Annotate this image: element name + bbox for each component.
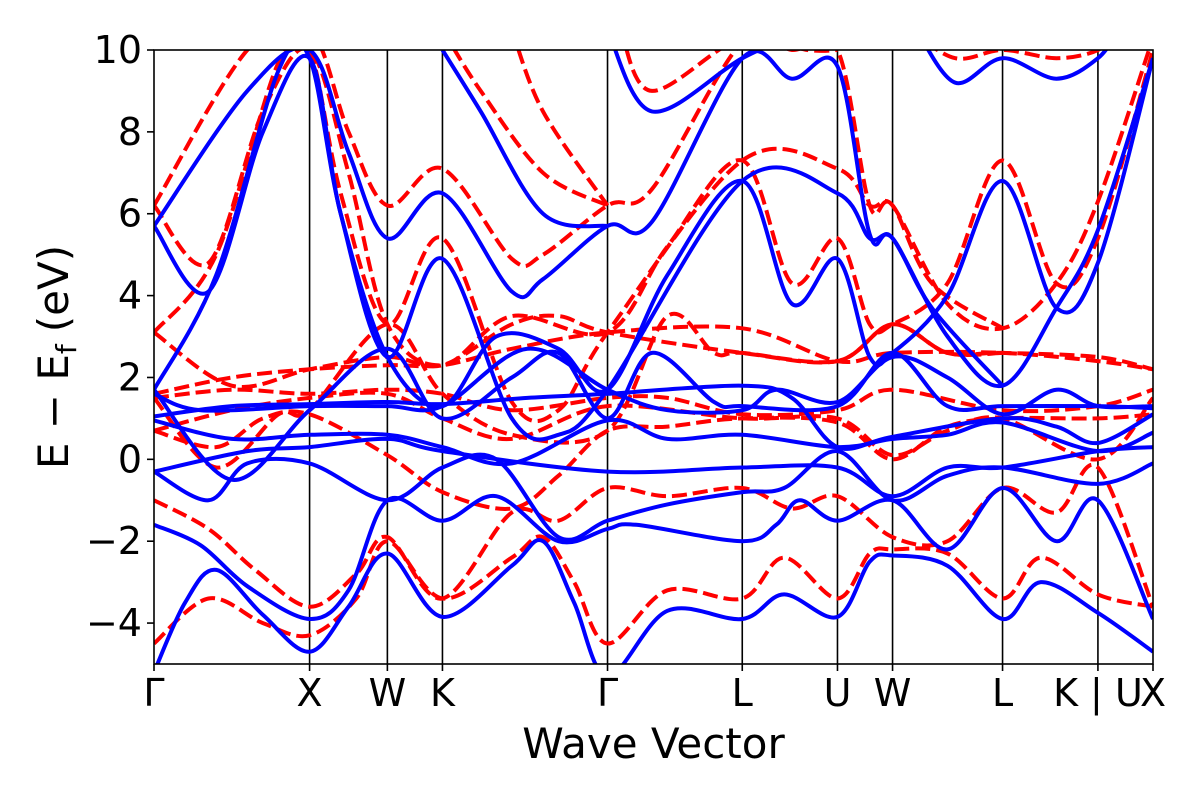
solid-band-line [154,346,1153,482]
dashed-band-line [154,50,1004,424]
y-tick-label: 8 [118,110,142,154]
x-tick-label: Γ [597,671,618,715]
y-tick-label: −2 [86,519,142,563]
solid-band-line [154,346,1153,417]
solid-band-line [154,449,1153,542]
x-tick-label: Γ [143,671,164,715]
x-tick-label: K | U [1053,671,1143,716]
solid-band-line [440,50,608,229]
solid-band-line [613,50,764,114]
x-tick-label: L [992,671,1013,715]
dashed-band-line [154,462,1153,609]
y-tick-label: 0 [118,437,142,481]
x-tick-label: W [874,671,912,715]
solid-band-line [154,436,1153,499]
solid-band-line [154,383,1153,451]
y-axis: −4 −2 0 2 4 6 8 10 [86,28,154,645]
kpoint-lines [308,50,1099,664]
plot-frame [153,49,1154,665]
dashed-band-line [154,409,1153,511]
x-tick-label: X [1140,671,1166,715]
dashed-band-line [452,50,609,208]
x-axis-title: Wave Vector [522,719,785,768]
dashed-band-line [516,50,610,207]
dashed-band-line [154,50,1153,368]
y-axis-title-subscript: f [50,343,83,354]
x-tick-label: U [824,671,852,715]
y-tick-label: 2 [118,355,142,399]
solid-band-line [154,486,1153,622]
y-axis-title: E − Ef (eV) [29,245,83,469]
dashed-band-line [154,534,1153,646]
x-tick-label: L [732,671,753,715]
y-tick-label: 10 [94,28,142,72]
solid-band-line [154,417,1153,467]
y-tick-label: −4 [86,601,142,645]
x-tick-label: X [297,671,323,715]
dashed-band-line [933,50,1102,61]
solid-band-line [926,50,1109,86]
y-axis-title-main: E − E [29,354,78,469]
y-tick-label: 6 [118,192,142,236]
x-tick-label: W [369,671,407,715]
band-lines [154,50,1153,664]
solid-band-line [154,50,1005,442]
solid-band-line [155,538,1153,664]
y-tick-label: 4 [118,274,142,318]
dashed-band-line [154,311,1003,470]
x-tick-label: K [430,671,456,715]
y-axis-title-unit: (eV) [29,245,78,332]
